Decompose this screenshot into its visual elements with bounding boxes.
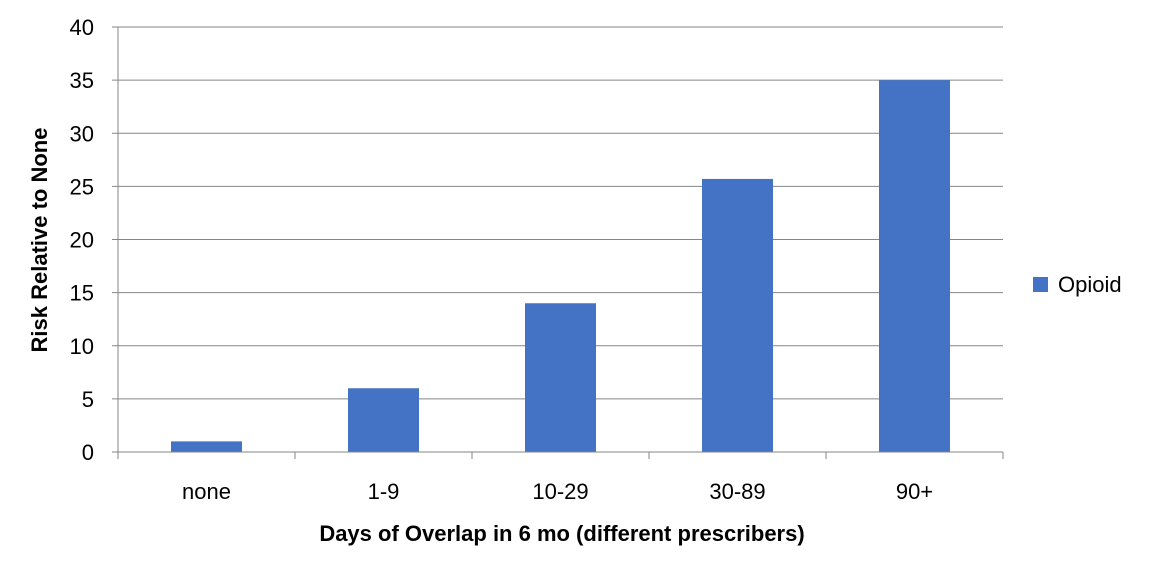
x-tick-label: 90+ bbox=[896, 479, 933, 504]
bar-10-29 bbox=[525, 303, 596, 452]
y-tick-label: 35 bbox=[70, 68, 94, 93]
legend-label-opioid: Opioid bbox=[1058, 272, 1122, 297]
bar-1-9 bbox=[348, 388, 419, 452]
x-tick-label: 1-9 bbox=[368, 479, 400, 504]
x-tick-label: none bbox=[182, 479, 231, 504]
y-axis-title: Risk Relative to None bbox=[27, 128, 52, 353]
y-tick-label: 15 bbox=[70, 281, 94, 306]
x-axis-title: Days of Overlap in 6 mo (different presc… bbox=[319, 521, 804, 546]
y-tick-labels: 0 5 10 15 20 25 30 35 40 bbox=[70, 15, 94, 465]
bar-30-89 bbox=[702, 178, 773, 452]
x-tick-label: 10-29 bbox=[532, 479, 588, 504]
y-tick-label: 0 bbox=[82, 440, 94, 465]
y-tick-label: 25 bbox=[70, 174, 94, 199]
gridlines bbox=[112, 26, 1004, 459]
legend: Opioid bbox=[1033, 272, 1122, 297]
bar-90+ bbox=[879, 80, 950, 452]
axes bbox=[117, 27, 1003, 453]
y-tick-label: 5 bbox=[82, 387, 94, 412]
x-tick-label: 30-89 bbox=[709, 479, 765, 504]
x-tick-labels: none 1-9 10-29 30-89 90+ bbox=[182, 479, 933, 504]
y-tick-label: 20 bbox=[70, 228, 94, 253]
legend-swatch-opioid bbox=[1033, 277, 1048, 292]
y-tick-label: 40 bbox=[70, 15, 94, 40]
y-tick-label: 30 bbox=[70, 121, 94, 146]
bar-none bbox=[171, 441, 242, 452]
bars bbox=[171, 80, 950, 452]
y-tick-label: 10 bbox=[70, 334, 94, 359]
